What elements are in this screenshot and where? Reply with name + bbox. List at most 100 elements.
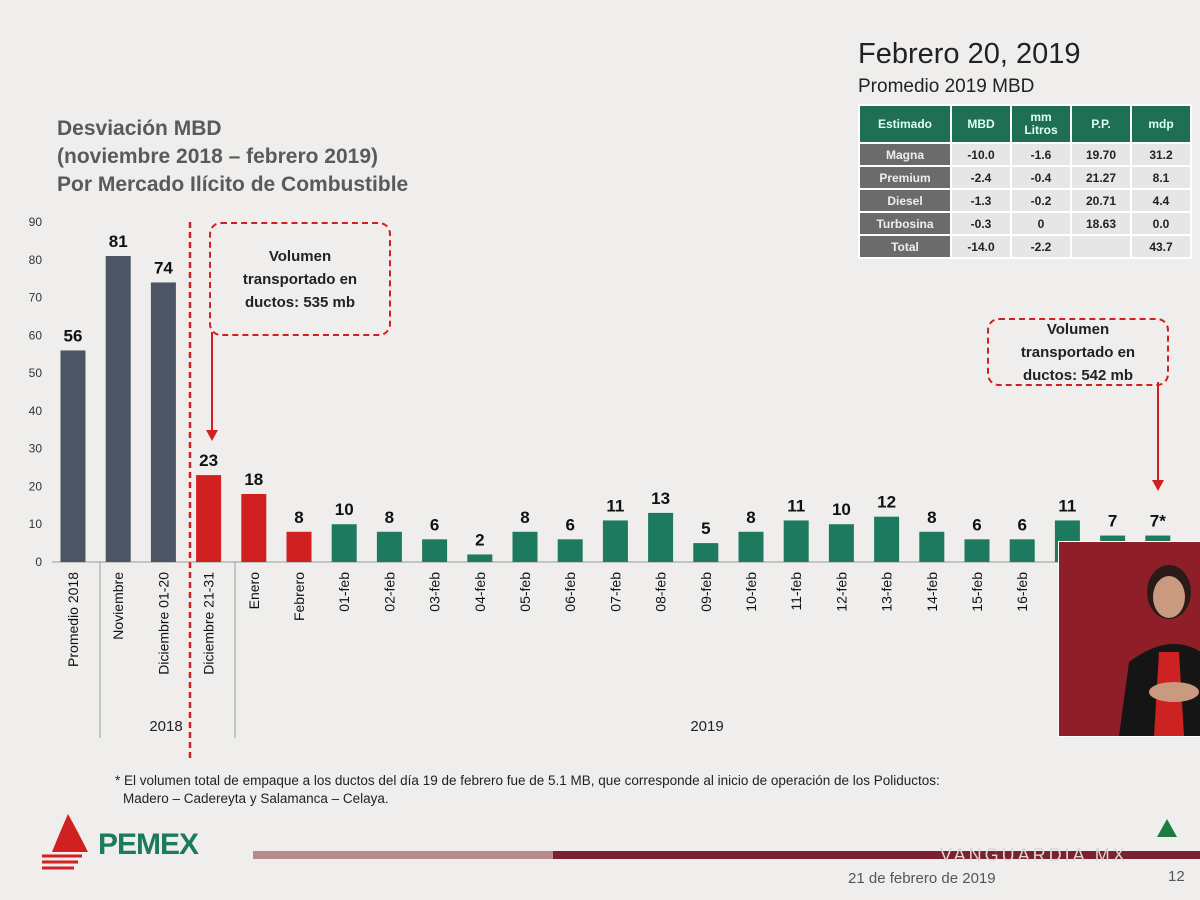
row-header: Total <box>858 234 952 259</box>
table-caption: Promedio 2019 MBD <box>858 76 1035 97</box>
x-tick-label: 01-feb <box>336 572 352 612</box>
x-tick-label: 15-feb <box>969 572 985 612</box>
x-tick-label: 11-feb <box>788 572 804 611</box>
row-header: Premium <box>858 165 952 190</box>
table-cell: 21.27 <box>1070 165 1132 190</box>
bar <box>512 531 538 562</box>
data-label: 12 <box>877 493 896 512</box>
sign-language-interpreter-video <box>1058 541 1200 737</box>
date-heading: Febrero 20, 2019 <box>858 38 1081 70</box>
bar <box>557 539 583 562</box>
x-tick-label: Promedio 2018 <box>65 572 81 667</box>
footer-bar-dark <box>553 851 1200 859</box>
footnote-line: * El volumen total de empaque a los duct… <box>115 773 940 788</box>
row-header: Turbosina <box>858 211 952 236</box>
table-header: mm Litros <box>1010 104 1072 144</box>
y-tick-label: 30 <box>29 442 43 456</box>
group-label: 2018 <box>149 718 182 735</box>
x-tick-label: 13-feb <box>879 572 895 612</box>
data-label: 8 <box>927 508 936 527</box>
x-tick-label: 02-feb <box>381 572 397 612</box>
table-cell: -0.3 <box>950 211 1012 236</box>
y-tick-label: 60 <box>29 328 43 342</box>
interpreter-figure <box>1119 565 1200 736</box>
data-label: 11 <box>606 496 624 515</box>
table-row: Total -14.0 -2.2 43.7 <box>858 234 1192 259</box>
data-label: 13 <box>651 489 670 508</box>
table-header: Estimado <box>858 104 952 144</box>
x-tick-label: 05-feb <box>517 572 533 612</box>
data-label: 6 <box>972 515 981 534</box>
x-tick-label: Diciembre 21-31 <box>201 572 217 675</box>
table-cell <box>1070 234 1132 259</box>
bar <box>693 543 719 562</box>
bar <box>1009 539 1035 562</box>
table-cell: -2.2 <box>1010 234 1072 259</box>
title-line: Desviación MBD <box>57 117 222 140</box>
bar <box>331 524 357 562</box>
bar <box>964 539 990 562</box>
x-tick-label: Febrero <box>291 572 307 621</box>
x-tick-label: 09-feb <box>698 572 714 612</box>
table-cell: -2.4 <box>950 165 1012 190</box>
footer-date: 21 de febrero de 2019 <box>848 870 996 887</box>
table-header: mdp <box>1130 104 1192 144</box>
x-tick-label: 07-feb <box>607 572 623 612</box>
x-tick-label: 12-feb <box>833 572 849 612</box>
table-cell: -0.2 <box>1010 188 1072 213</box>
arrow-head-icon <box>206 430 218 441</box>
table-row: Premium -2.4 -0.4 21.27 8.1 <box>858 165 1192 190</box>
data-label: 6 <box>565 515 574 534</box>
x-tick-label: Noviembre <box>110 572 126 640</box>
y-tick-label: 50 <box>29 366 43 380</box>
x-tick-label: 06-feb <box>562 572 578 612</box>
table-cell: 0 <box>1010 211 1072 236</box>
bar <box>783 520 809 562</box>
table-cell: 19.70 <box>1070 142 1132 167</box>
data-label: 7 <box>1108 512 1117 531</box>
data-label: 11 <box>787 496 805 515</box>
table-cell: 43.7 <box>1130 234 1192 259</box>
y-tick-label: 20 <box>29 479 43 493</box>
x-tick-label: 04-feb <box>472 572 488 612</box>
data-label: 56 <box>64 326 83 345</box>
pemex-logo-text: PEMEX <box>98 828 199 861</box>
callout-535: Volumen transportado en ductos: 535 mb <box>209 222 391 336</box>
row-header: Diesel <box>858 188 952 213</box>
bar <box>422 539 448 562</box>
table-cell: 20.71 <box>1070 188 1132 213</box>
bar <box>874 516 900 562</box>
table-cell: 31.2 <box>1130 142 1192 167</box>
bar <box>828 524 854 562</box>
bar <box>241 494 267 562</box>
title-line: Por Mercado Ilícito de Combustible <box>57 173 409 196</box>
bar <box>60 350 86 562</box>
data-label: 81 <box>109 232 128 251</box>
y-tick-label: 80 <box>29 253 43 267</box>
chart-title: Desviación MBD (noviembre 2018 – febrero… <box>57 115 408 199</box>
data-label: 8 <box>294 508 303 527</box>
table-cell: -0.4 <box>1010 165 1072 190</box>
y-tick-label: 10 <box>29 517 43 531</box>
data-label: 7* <box>1150 512 1166 531</box>
bar <box>196 475 222 562</box>
x-tick-label: 08-feb <box>653 572 669 612</box>
y-tick-label: 90 <box>29 215 43 229</box>
page-number: 12 <box>1168 868 1185 885</box>
table-header: MBD <box>950 104 1012 144</box>
callout-text: Volumen transportado en ductos: 535 mb <box>242 247 358 311</box>
x-tick-label: 10-feb <box>743 572 759 612</box>
data-label: 6 <box>430 515 439 534</box>
watermark: VANGUARDIA MX <box>940 845 1128 865</box>
bar <box>648 512 674 562</box>
data-label: 8 <box>520 508 529 527</box>
x-tick-label: Enero <box>246 572 262 610</box>
table-cell: 18.63 <box>1070 211 1132 236</box>
table-cell: -1.6 <box>1010 142 1072 167</box>
data-label: 10 <box>832 500 851 519</box>
table-cell: -14.0 <box>950 234 1012 259</box>
x-tick-label: 14-feb <box>924 572 940 612</box>
y-tick-label: 70 <box>29 291 43 305</box>
footnote-line: Madero – Cadereyta y Salamanca – Celaya. <box>123 791 389 806</box>
footer-bar <box>253 851 553 859</box>
